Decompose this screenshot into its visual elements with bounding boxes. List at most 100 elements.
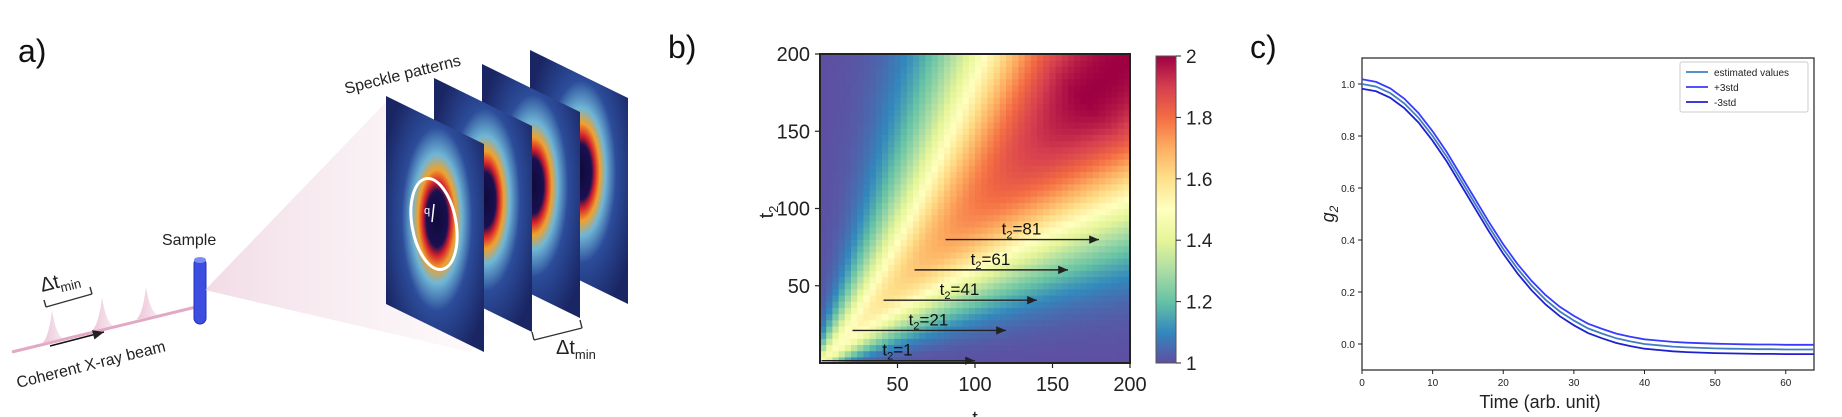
heatmap-cell — [832, 171, 840, 179]
heatmap-cell — [1012, 307, 1019, 315]
heatmap-cell — [937, 202, 945, 210]
heatmap-cell — [894, 121, 902, 129]
heatmap-cell — [925, 208, 933, 216]
heatmap-cell — [1099, 282, 1106, 290]
heatmap-cell — [894, 245, 902, 253]
heatmap-cell — [1105, 288, 1112, 296]
heatmap-cell — [962, 350, 970, 358]
heatmap-cell — [838, 66, 846, 74]
heatmap-cell — [888, 97, 895, 105]
heatmap-cell — [913, 66, 920, 74]
heatmap-cell — [1123, 202, 1130, 210]
heatmap-cell — [1030, 60, 1038, 67]
heatmap-cell — [1012, 313, 1019, 321]
heatmap-cell — [1080, 356, 1088, 363]
heatmap-cell — [1092, 54, 1100, 61]
heatmap-cell — [1006, 146, 1013, 154]
heatmap-cell — [999, 227, 1007, 234]
heatmap-cell — [1080, 134, 1088, 142]
heatmap-cell — [1061, 288, 1069, 296]
heatmap-cell — [875, 332, 883, 339]
heatmap-cell — [869, 251, 877, 259]
heatmap-cell — [925, 140, 933, 148]
heatmap-cell — [1117, 251, 1125, 259]
heatmap-cell — [875, 84, 883, 92]
heatmap-cell — [1080, 288, 1088, 296]
heatmap-cell — [832, 313, 840, 321]
heatmap-cell — [882, 60, 889, 67]
heatmap-cell — [851, 202, 858, 210]
heatmap-cell — [1080, 177, 1088, 185]
heatmap-cell — [1006, 72, 1013, 80]
heatmap-cell — [937, 325, 945, 333]
heatmap-cell — [1117, 282, 1125, 290]
heatmap-cell — [1111, 251, 1119, 259]
heatmap-cell — [968, 152, 976, 160]
heatmap-cell — [1080, 325, 1088, 333]
heatmap-cell — [981, 189, 988, 197]
heatmap-cell — [906, 208, 914, 216]
heatmap-cell — [1092, 128, 1100, 135]
heatmap-cell — [1049, 276, 1057, 284]
heatmap-cell — [832, 264, 840, 271]
heatmap-cell — [826, 301, 833, 308]
heatmap-cell — [888, 66, 895, 74]
heatmap-cell — [944, 214, 951, 222]
heatmap-cell — [1099, 319, 1106, 327]
heatmap-cell — [993, 344, 1001, 352]
heatmap-cell — [1061, 171, 1069, 179]
legend: estimated values+3std-3std — [1679, 61, 1809, 113]
heatmap-cell — [937, 159, 945, 166]
heatmap-cell — [1074, 233, 1081, 240]
heatmap-cell — [1030, 171, 1038, 179]
heatmap-cell — [1030, 121, 1038, 129]
heatmap-cell — [1061, 239, 1069, 247]
heatmap-cell — [1043, 115, 1050, 123]
heatmap-cell — [1117, 220, 1125, 228]
heatmap-cell — [1061, 220, 1069, 228]
heatmap-cell — [1086, 288, 1094, 296]
heatmap-cell — [1018, 270, 1026, 278]
heatmap-cell — [937, 109, 945, 117]
heatmap-cell — [925, 109, 933, 117]
heatmap-cell — [968, 78, 976, 86]
heatmap-cell — [1099, 227, 1106, 234]
heatmap-cell — [993, 239, 1001, 247]
heatmap-cell — [919, 301, 926, 308]
heatmap-cell — [993, 233, 1001, 240]
heatmap-cell — [1080, 313, 1088, 321]
heatmap-cell — [1024, 171, 1032, 179]
heatmap-cell — [1061, 332, 1069, 339]
heatmap-cell — [1080, 257, 1088, 265]
heatmap-cell — [1074, 115, 1081, 123]
heatmap-cell — [900, 189, 908, 197]
heatmap-cell — [844, 109, 852, 117]
heatmap-cell — [1012, 233, 1019, 240]
heatmap-cell — [826, 54, 833, 61]
heatmap-cell — [1012, 239, 1019, 247]
heatmap-cell — [931, 140, 939, 148]
heatmap-cell — [844, 319, 852, 327]
heatmap-cell — [1117, 288, 1125, 296]
heatmap-cell — [857, 220, 864, 228]
heatmap-cell — [1086, 121, 1094, 129]
heatmap-cell — [1123, 270, 1130, 278]
heatmap-cell — [1012, 325, 1019, 333]
heatmap-cell — [844, 78, 852, 86]
heatmap-cell — [832, 91, 840, 98]
heatmap-cell — [875, 227, 883, 234]
heatmap-cell — [913, 233, 920, 240]
heatmap-cell — [993, 140, 1001, 148]
heatmap-cell — [993, 196, 1001, 203]
heatmap-cell — [1043, 84, 1050, 92]
annotation-label: t2=1 — [882, 341, 912, 363]
heatmap-cell — [882, 171, 889, 179]
heatmap-cell — [820, 72, 827, 80]
heatmap-cell — [1123, 288, 1130, 296]
heatmap-cell — [950, 350, 957, 358]
heatmap-cell — [875, 338, 883, 346]
heatmap-cell — [1043, 276, 1050, 284]
heatmap-cell — [826, 152, 833, 160]
heatmap-cell — [844, 183, 852, 191]
heatmap-cell — [1123, 282, 1130, 290]
